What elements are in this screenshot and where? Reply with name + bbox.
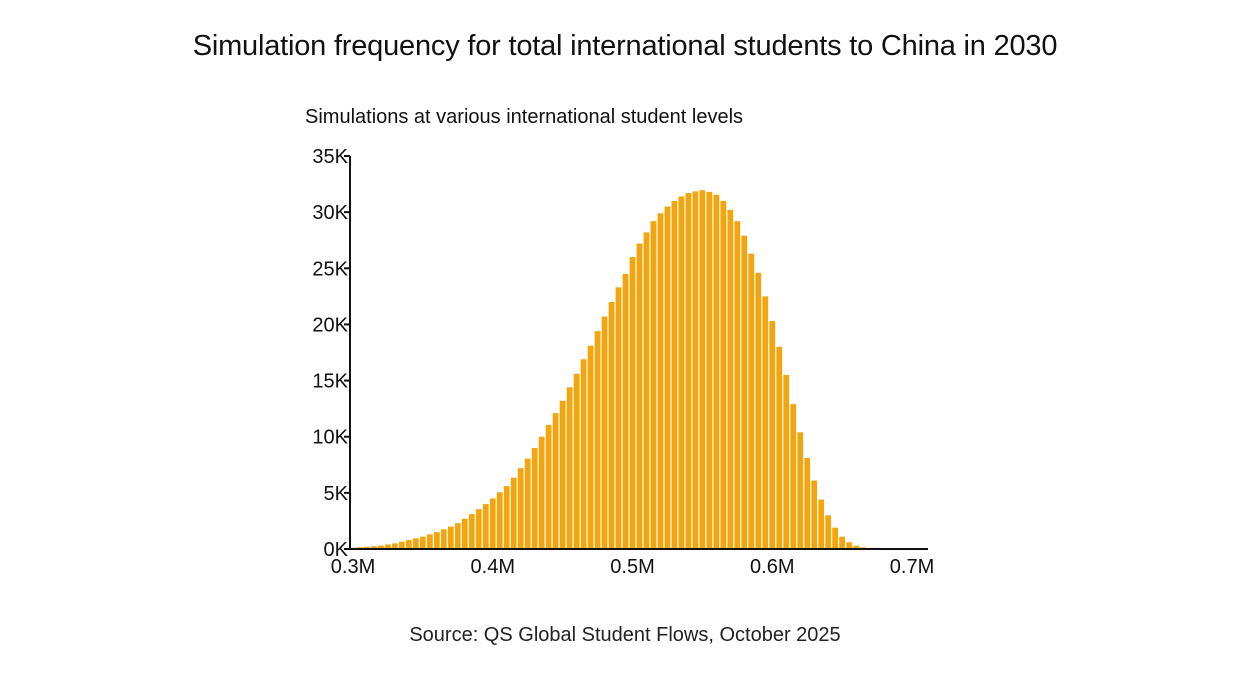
histogram-bar xyxy=(399,541,405,549)
axes-group: 0K 5K 10K 15K 20K 25K 30K 35K 0.3M 0.4M 0.5M 0.6M 0.… xyxy=(312,146,934,578)
histogram-bar xyxy=(769,321,776,549)
histogram-bar xyxy=(811,480,818,549)
histogram-bar xyxy=(685,193,692,550)
histogram-bar xyxy=(482,504,489,549)
histogram-bar xyxy=(797,432,804,549)
histogram-bar xyxy=(692,191,699,549)
histogram-bar xyxy=(727,209,734,549)
histogram-bar xyxy=(846,542,853,549)
histogram-bar xyxy=(629,257,636,549)
histogram-bar xyxy=(832,527,839,549)
histogram-bar xyxy=(755,272,762,549)
histogram-bar xyxy=(489,498,496,549)
bars-group xyxy=(350,190,922,550)
histogram-bar xyxy=(392,543,398,549)
x-tick-label: 0.4M xyxy=(471,556,515,578)
histogram-bar xyxy=(664,206,671,549)
histogram-bar xyxy=(566,387,573,549)
histogram-bar xyxy=(503,486,510,549)
y-tick-label: 20K xyxy=(312,314,348,336)
histogram-bar xyxy=(426,534,433,549)
histogram-bar xyxy=(650,221,657,549)
histogram-bar xyxy=(741,235,748,549)
histogram-bar xyxy=(622,273,629,549)
histogram-bar xyxy=(475,509,482,549)
histogram-bar xyxy=(776,346,783,549)
histogram-bar xyxy=(643,232,650,549)
histogram-bar xyxy=(713,194,720,550)
histogram-bar xyxy=(461,518,468,549)
y-tick-label: 10K xyxy=(312,427,348,449)
histogram-bar xyxy=(636,243,643,549)
histogram-bar xyxy=(608,301,615,549)
histogram-bar xyxy=(433,532,440,549)
histogram-bar xyxy=(748,253,755,549)
source-note: Source: QS Global Student Flows, October… xyxy=(409,624,841,646)
histogram-bar xyxy=(790,404,797,549)
y-tick-label: 35K xyxy=(312,146,348,168)
histogram-bar xyxy=(364,546,370,549)
histogram-bar xyxy=(657,213,664,549)
histogram-bar xyxy=(783,374,790,549)
histogram-bar xyxy=(804,458,811,549)
histogram-bar xyxy=(706,191,713,549)
histogram-bar xyxy=(371,546,377,549)
y-axis-caption: Simulations at various international stu… xyxy=(305,106,744,128)
histogram-bar xyxy=(510,477,517,549)
histogram-bar xyxy=(545,424,552,549)
histogram-bar xyxy=(378,545,384,549)
y-tick-label: 5K xyxy=(324,483,349,505)
histogram-bar xyxy=(580,359,587,549)
x-tick-label: 0.6M xyxy=(750,556,794,578)
histogram-bar xyxy=(538,436,545,549)
histogram-bar xyxy=(447,526,454,549)
histogram-bar xyxy=(468,514,475,549)
histogram-bar xyxy=(615,287,622,549)
x-tick-label: 0.5M xyxy=(610,556,654,578)
histogram-bar xyxy=(573,373,580,549)
histogram-bar xyxy=(406,540,412,549)
histogram-bar xyxy=(699,190,706,549)
histogram-bar xyxy=(762,296,769,549)
histogram-bar xyxy=(671,200,678,549)
histogram-bar xyxy=(818,499,825,549)
histogram-bar xyxy=(587,345,594,549)
histogram-bar xyxy=(594,331,601,549)
histogram-bar xyxy=(559,400,566,549)
chart-title: Simulation frequency for total internati… xyxy=(192,30,1058,62)
histogram-bar xyxy=(734,221,741,549)
histogram-bar xyxy=(531,447,538,549)
y-tick-label: 0K xyxy=(324,539,349,561)
histogram-bar xyxy=(385,544,391,549)
histogram-bar xyxy=(454,523,461,549)
histogram-bar xyxy=(496,492,503,549)
histogram-bar xyxy=(825,515,832,549)
y-tick-label: 15K xyxy=(312,371,348,393)
histogram-bar xyxy=(412,538,419,549)
histogram-bar xyxy=(517,468,524,549)
histogram-bar xyxy=(678,196,685,550)
x-tick-label: 0.3M xyxy=(331,556,375,578)
y-tick-label: 30K xyxy=(312,202,348,224)
histogram-bar xyxy=(839,536,846,549)
histogram-bar xyxy=(853,545,859,549)
histogram-bar xyxy=(440,529,447,549)
histogram-bar xyxy=(601,316,608,549)
x-tick-label: 0.7M xyxy=(890,556,934,578)
histogram-bar xyxy=(524,458,531,549)
histogram-bar xyxy=(419,536,426,549)
histogram-bar xyxy=(720,200,727,549)
y-tick-label: 25K xyxy=(312,258,348,280)
histogram-bar xyxy=(552,413,559,549)
